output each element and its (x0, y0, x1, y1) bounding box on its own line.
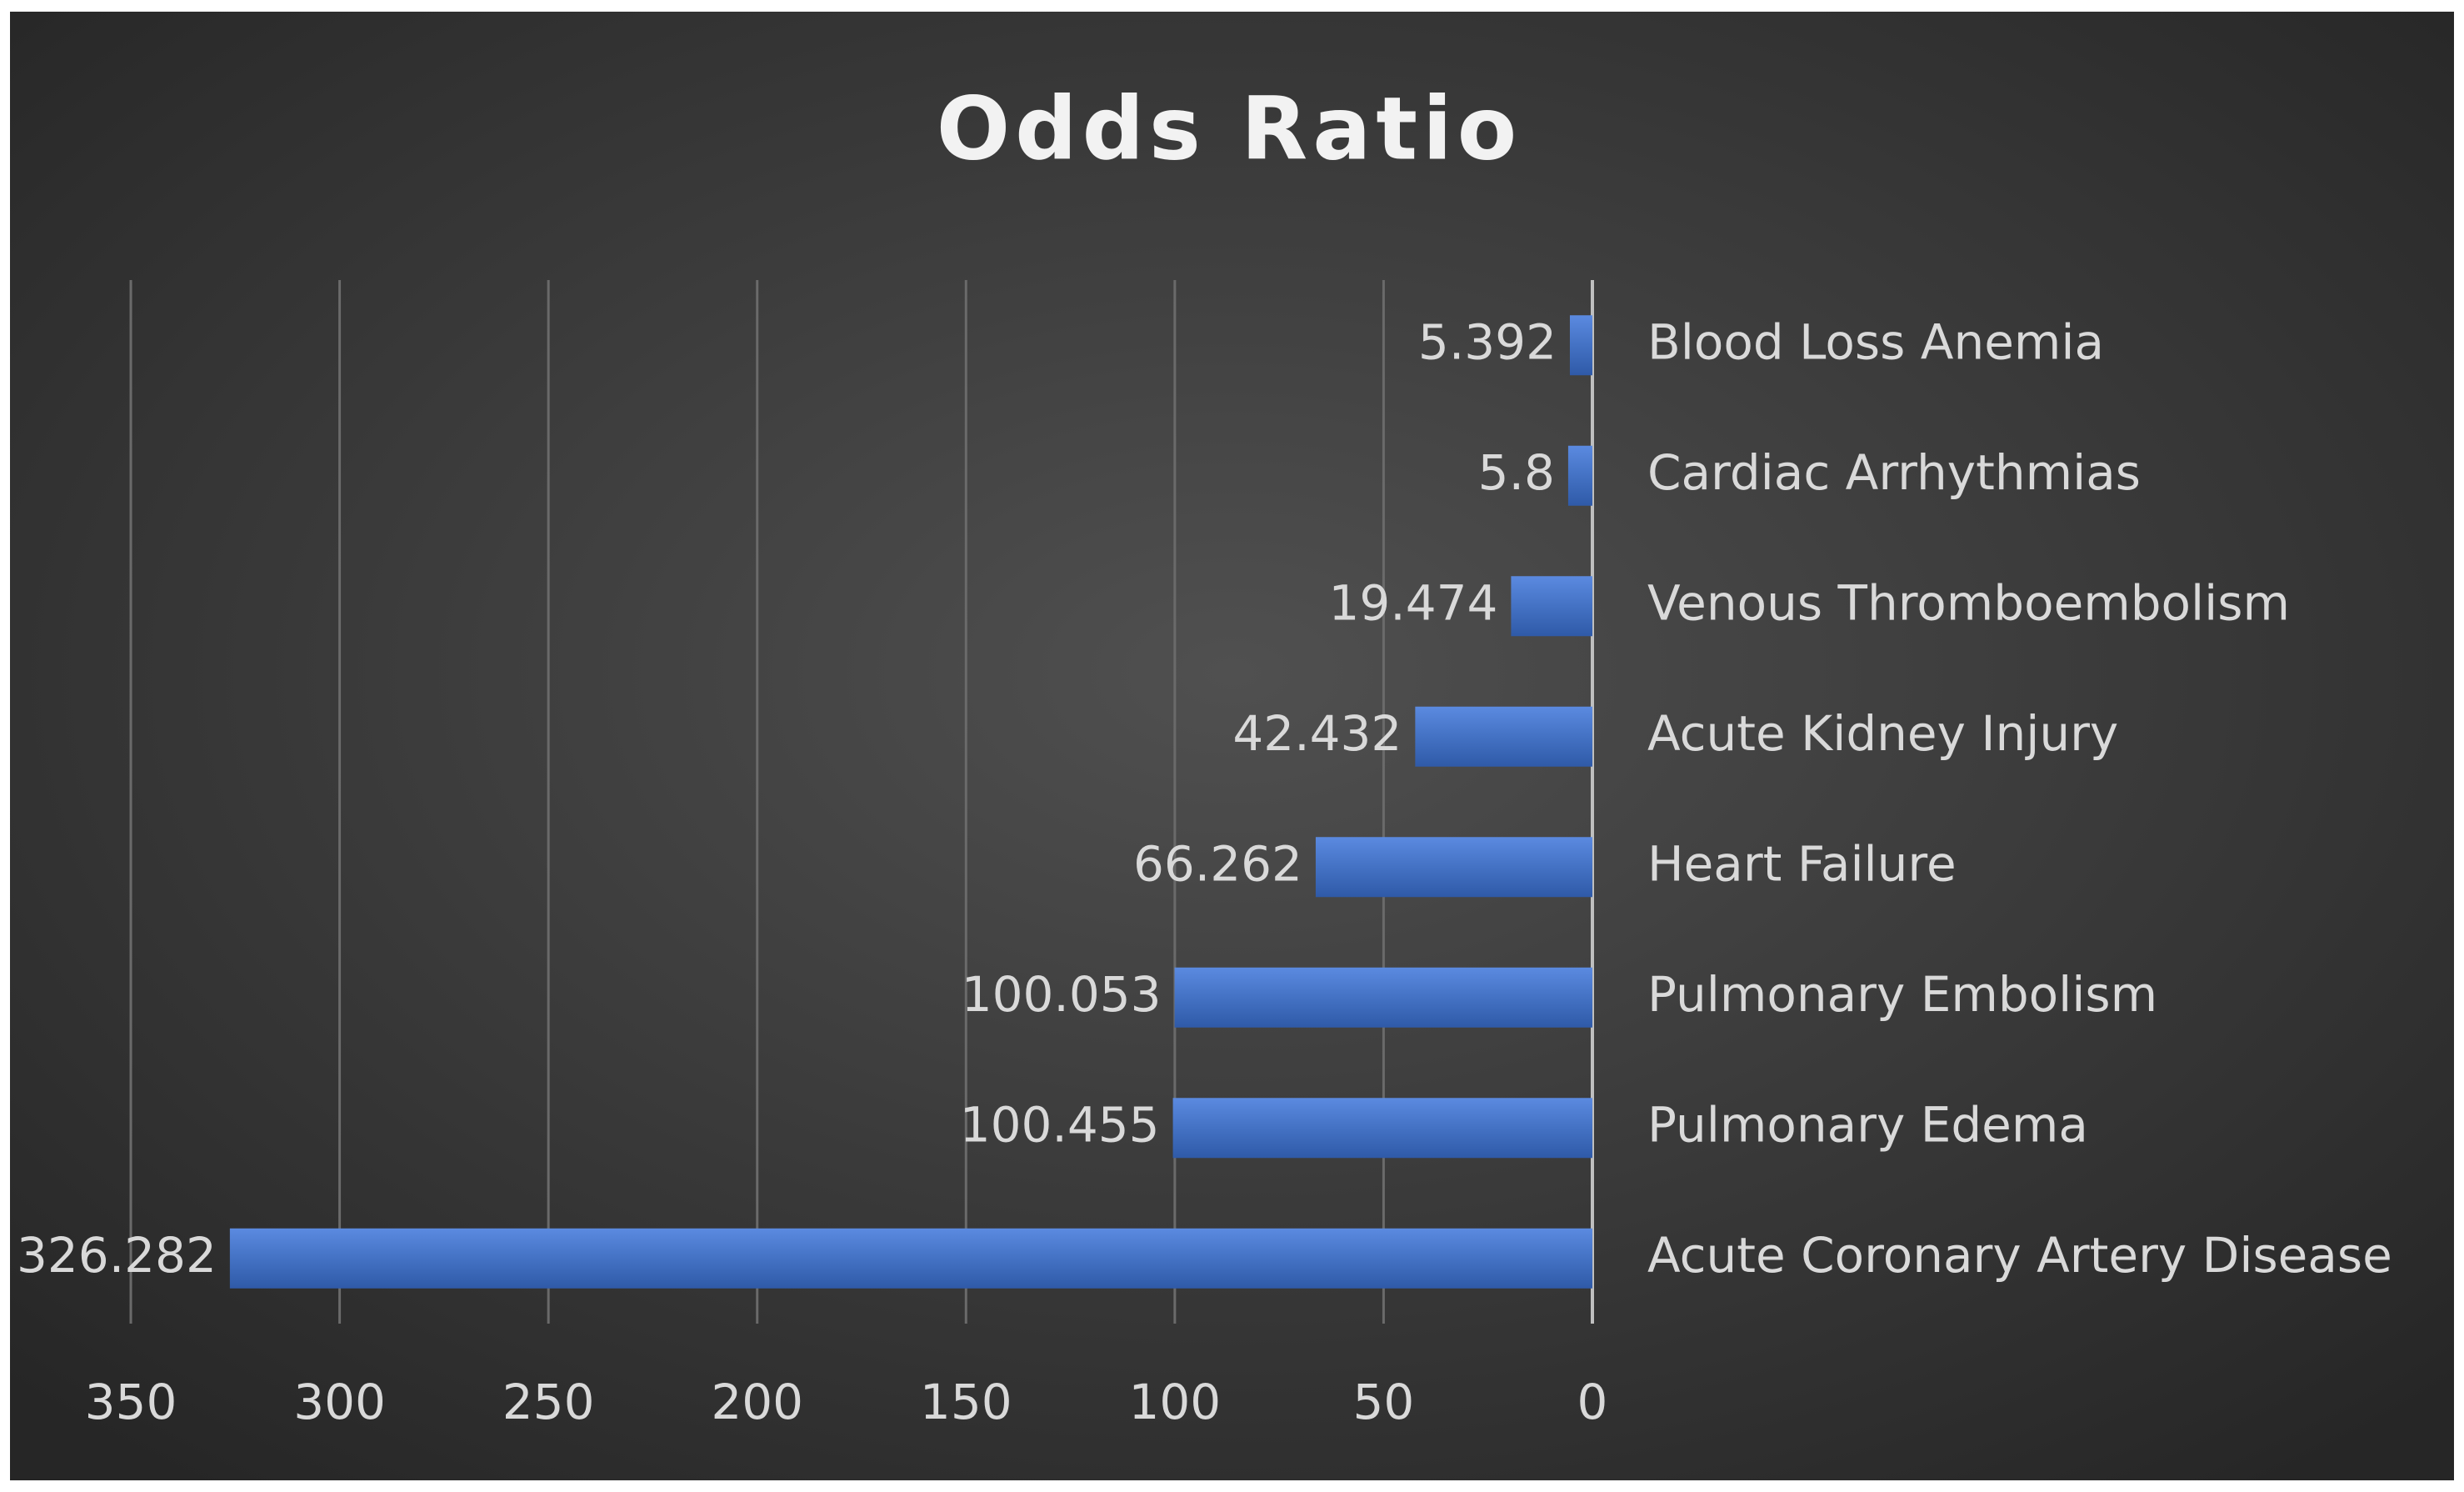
x-tick-label: 350 (85, 1374, 177, 1430)
y-tick-label: Heart Failure (1647, 835, 1957, 892)
x-tick-label: 150 (920, 1374, 1012, 1430)
value-label: 66.262 (1133, 835, 1302, 892)
value-label: 5.392 (1418, 313, 1557, 370)
x-tick-label: 50 (1353, 1374, 1415, 1430)
y-tick-label: Pulmonary Embolism (1647, 966, 2157, 1023)
value-label: 42.432 (1232, 705, 1402, 762)
y-tick-label: Pulmonary Edema (1647, 1096, 2088, 1153)
x-tick-label: 300 (293, 1374, 386, 1430)
bar (1567, 445, 1592, 506)
bar (1415, 706, 1592, 767)
y-tick-label: Acute Coronary Artery Disease (1647, 1227, 2392, 1284)
y-tick-label: Cardiac Arrhythmias (1647, 444, 2141, 501)
bar (1315, 837, 1592, 898)
x-tick-label: 250 (502, 1374, 595, 1430)
y-tick-label: Acute Kidney Injury (1647, 705, 2118, 762)
bar (1174, 967, 1592, 1028)
value-label: 100.455 (960, 1096, 1160, 1153)
bar (229, 1228, 1592, 1289)
value-label: 100.053 (962, 966, 1162, 1023)
x-tick-label: 100 (1128, 1374, 1221, 1430)
value-label: 5.8 (1478, 444, 1555, 501)
x-tick-label: 200 (711, 1374, 803, 1430)
value-label: 326.282 (17, 1227, 217, 1284)
y-tick-label: Blood Loss Anemia (1647, 313, 2104, 370)
chart-title: Odds Ratio (937, 78, 1522, 179)
bar (1569, 315, 1592, 376)
x-tick-label: 0 (1577, 1374, 1608, 1430)
bar (1172, 1098, 1592, 1159)
value-label: 19.474 (1328, 574, 1497, 631)
bar (1511, 576, 1592, 637)
y-tick-label: Venous Thromboembolism (1647, 574, 2290, 631)
